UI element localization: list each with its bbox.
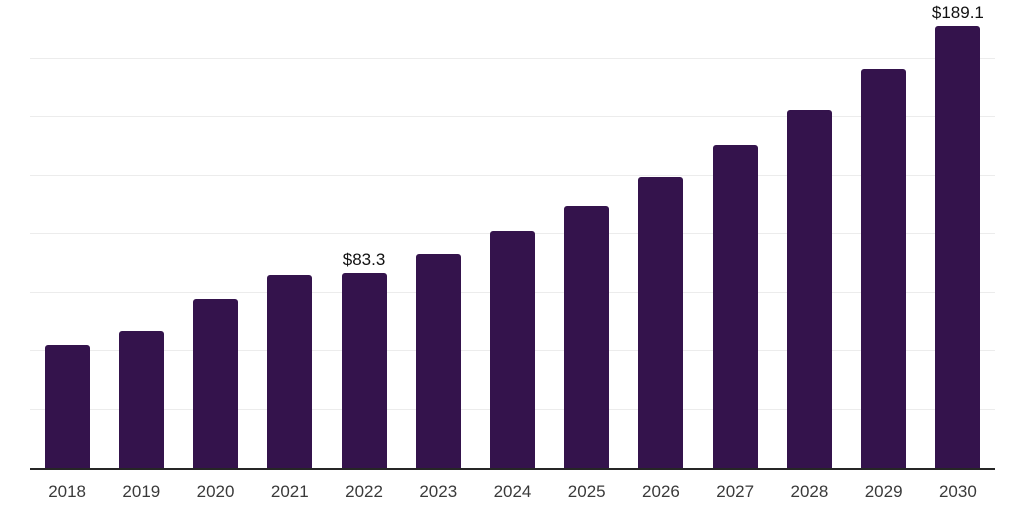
- bar-2021: [267, 274, 313, 468]
- gridline-175: [30, 57, 995, 59]
- x-tick-2028: 2028: [790, 482, 829, 501]
- bar-2029: [861, 68, 907, 468]
- gridline-125: [30, 174, 995, 176]
- bar-2018: [44, 344, 90, 468]
- x-tick-2030: 2030: [938, 482, 977, 501]
- bar-2025: [564, 205, 610, 468]
- bar-2022: [341, 273, 387, 468]
- x-tick-2026: 2026: [642, 482, 680, 501]
- x-tick-2019: 2019: [122, 482, 161, 501]
- bar-2019: [118, 331, 164, 468]
- x-tick-2018: 2018: [48, 482, 87, 501]
- bar-2026: [638, 177, 684, 468]
- bar-2020: [193, 299, 239, 468]
- x-tick-2024: 2024: [493, 482, 532, 501]
- x-tick-2025: 2025: [567, 482, 606, 501]
- bar-2027: [712, 144, 758, 468]
- x-tick-2022: 2022: [345, 482, 383, 501]
- x-tick-2027: 2027: [716, 482, 755, 501]
- x-tick-2023: 2023: [419, 482, 458, 501]
- x-tick-2029: 2029: [864, 482, 903, 501]
- gridline-150: [30, 116, 995, 117]
- x-tick-2021: 2021: [270, 482, 309, 501]
- bar-value-label-2030: $189.1: [931, 2, 984, 22]
- plot-area: $83.3 $189.1: [30, 0, 995, 470]
- x-axis: 2018 2019 2020 2021 2022 2023 2024 2025 2026 2027…: [30, 481, 995, 507]
- bar-2024: [490, 230, 535, 468]
- bar-2028: [786, 110, 832, 468]
- bar-value-label-2022: $83.3: [342, 250, 386, 270]
- bar-2023: [415, 253, 461, 468]
- bar-2030: [935, 25, 981, 468]
- x-tick-2020: 2020: [196, 482, 235, 501]
